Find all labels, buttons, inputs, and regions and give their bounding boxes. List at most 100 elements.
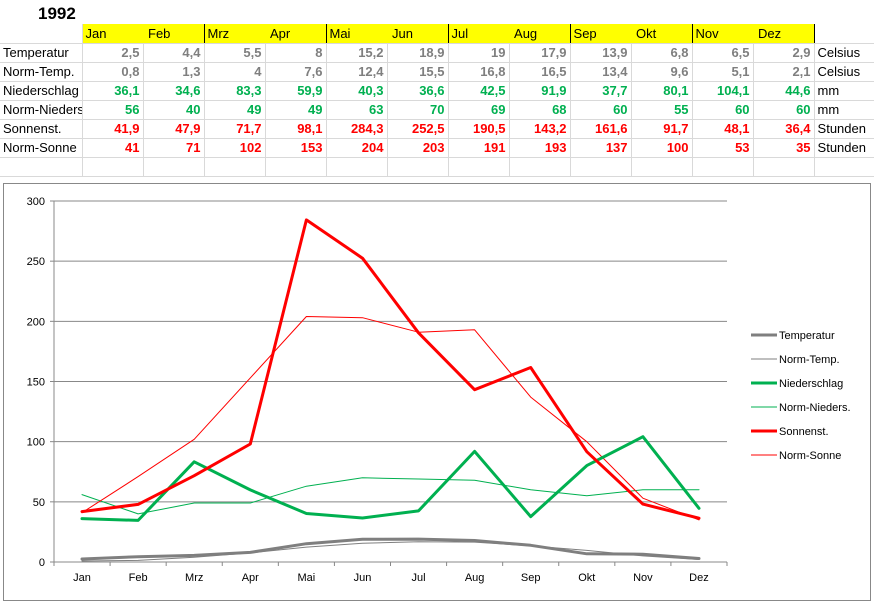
table-cell[interactable]: 41,9 [82, 119, 143, 138]
empty-cell[interactable] [570, 157, 631, 176]
table-cell[interactable]: 63 [326, 100, 387, 119]
table-cell[interactable]: 69 [448, 100, 509, 119]
table-cell[interactable]: 48,1 [692, 119, 753, 138]
table-cell[interactable]: 12,4 [326, 62, 387, 81]
table-cell[interactable]: 252,5 [387, 119, 448, 138]
unit-cell[interactable]: mm [814, 100, 874, 119]
table-cell[interactable]: 42,5 [448, 81, 509, 100]
table-cell[interactable]: 36,1 [82, 81, 143, 100]
table-cell[interactable]: 8 [265, 43, 326, 62]
table-cell[interactable]: 15,2 [326, 43, 387, 62]
table-cell[interactable]: 137 [570, 138, 631, 157]
empty-cell[interactable] [692, 157, 753, 176]
table-cell[interactable]: 71,7 [204, 119, 265, 138]
row-label[interactable]: Norm-Sonne [0, 138, 82, 157]
table-cell[interactable]: 59,9 [265, 81, 326, 100]
table-cell[interactable]: 0,8 [82, 62, 143, 81]
table-cell[interactable]: 19 [448, 43, 509, 62]
month-header-pair[interactable]: Nov Dez [692, 24, 814, 43]
table-cell[interactable]: 2,1 [753, 62, 814, 81]
month-header-pair[interactable]: Sep Okt [570, 24, 692, 43]
table-cell[interactable]: 68 [509, 100, 570, 119]
table-cell[interactable]: 203 [387, 138, 448, 157]
table-cell[interactable]: 13,4 [570, 62, 631, 81]
table-cell[interactable]: 36,6 [387, 81, 448, 100]
table-cell[interactable]: 104,1 [692, 81, 753, 100]
table-cell[interactable]: 2,5 [82, 43, 143, 62]
unit-cell[interactable]: Celsius [814, 62, 874, 81]
table-cell[interactable]: 60 [692, 100, 753, 119]
table-cell[interactable]: 5,5 [204, 43, 265, 62]
table-cell[interactable]: 193 [509, 138, 570, 157]
table-cell[interactable]: 37,7 [570, 81, 631, 100]
empty-cell[interactable] [0, 157, 82, 176]
table-cell[interactable]: 100 [631, 138, 692, 157]
empty-cell[interactable] [814, 157, 874, 176]
row-label[interactable]: Norm-Nieders. [0, 100, 82, 119]
table-cell[interactable]: 36,4 [753, 119, 814, 138]
table-cell[interactable]: 40 [143, 100, 204, 119]
table-cell[interactable]: 153 [265, 138, 326, 157]
empty-cell[interactable] [753, 157, 814, 176]
table-cell[interactable]: 34,6 [143, 81, 204, 100]
table-cell[interactable]: 5,1 [692, 62, 753, 81]
table-cell[interactable]: 80,1 [631, 81, 692, 100]
table-cell[interactable]: 71 [143, 138, 204, 157]
row-label[interactable]: Niederschlag [0, 81, 82, 100]
table-cell[interactable]: 1,3 [143, 62, 204, 81]
table-cell[interactable]: 91,9 [509, 81, 570, 100]
empty-cell[interactable] [204, 157, 265, 176]
month-header-pair[interactable]: Mai Jun [326, 24, 448, 43]
table-cell[interactable]: 91,7 [631, 119, 692, 138]
table-cell[interactable]: 44,6 [753, 81, 814, 100]
table-cell[interactable]: 41 [82, 138, 143, 157]
empty-cell[interactable] [509, 157, 570, 176]
table-cell[interactable]: 204 [326, 138, 387, 157]
table-cell[interactable]: 190,5 [448, 119, 509, 138]
table-cell[interactable]: 17,9 [509, 43, 570, 62]
table-cell[interactable]: 7,6 [265, 62, 326, 81]
table-cell[interactable]: 56 [82, 100, 143, 119]
empty-cell[interactable] [387, 157, 448, 176]
table-cell[interactable]: 60 [753, 100, 814, 119]
table-cell[interactable]: 161,6 [570, 119, 631, 138]
table-cell[interactable]: 53 [692, 138, 753, 157]
table-cell[interactable]: 40,3 [326, 81, 387, 100]
table-cell[interactable]: 47,9 [143, 119, 204, 138]
row-label[interactable]: Temperatur [0, 43, 82, 62]
unit-cell[interactable]: mm [814, 81, 874, 100]
table-cell[interactable]: 15,5 [387, 62, 448, 81]
unit-cell[interactable]: Stunden [814, 119, 874, 138]
table-cell[interactable]: 143,2 [509, 119, 570, 138]
unit-cell[interactable]: Stunden [814, 138, 874, 157]
table-cell[interactable]: 6,5 [692, 43, 753, 62]
table-cell[interactable]: 6,8 [631, 43, 692, 62]
table-cell[interactable]: 13,9 [570, 43, 631, 62]
table-cell[interactable]: 16,5 [509, 62, 570, 81]
table-cell[interactable]: 191 [448, 138, 509, 157]
table-cell[interactable]: 102 [204, 138, 265, 157]
table-cell[interactable]: 49 [265, 100, 326, 119]
table-cell[interactable]: 9,6 [631, 62, 692, 81]
table-cell[interactable]: 98,1 [265, 119, 326, 138]
table-cell[interactable]: 49 [204, 100, 265, 119]
empty-cell[interactable] [631, 157, 692, 176]
table-cell[interactable]: 70 [387, 100, 448, 119]
empty-cell[interactable] [82, 157, 143, 176]
empty-cell[interactable] [326, 157, 387, 176]
table-cell[interactable]: 4,4 [143, 43, 204, 62]
row-label[interactable]: Sonnenst. [0, 119, 82, 138]
table-cell[interactable]: 16,8 [448, 62, 509, 81]
table-cell[interactable]: 284,3 [326, 119, 387, 138]
table-cell[interactable]: 60 [570, 100, 631, 119]
empty-cell[interactable] [265, 157, 326, 176]
table-cell[interactable]: 35 [753, 138, 814, 157]
unit-cell[interactable]: Celsius [814, 43, 874, 62]
table-cell[interactable]: 2,9 [753, 43, 814, 62]
table-cell[interactable]: 83,3 [204, 81, 265, 100]
table-cell[interactable]: 18,9 [387, 43, 448, 62]
month-header-pair[interactable]: Mrz Apr [204, 24, 326, 43]
month-header-pair[interactable]: Jan Feb [82, 24, 204, 43]
row-label[interactable]: Norm-Temp. [0, 62, 82, 81]
table-cell[interactable]: 55 [631, 100, 692, 119]
